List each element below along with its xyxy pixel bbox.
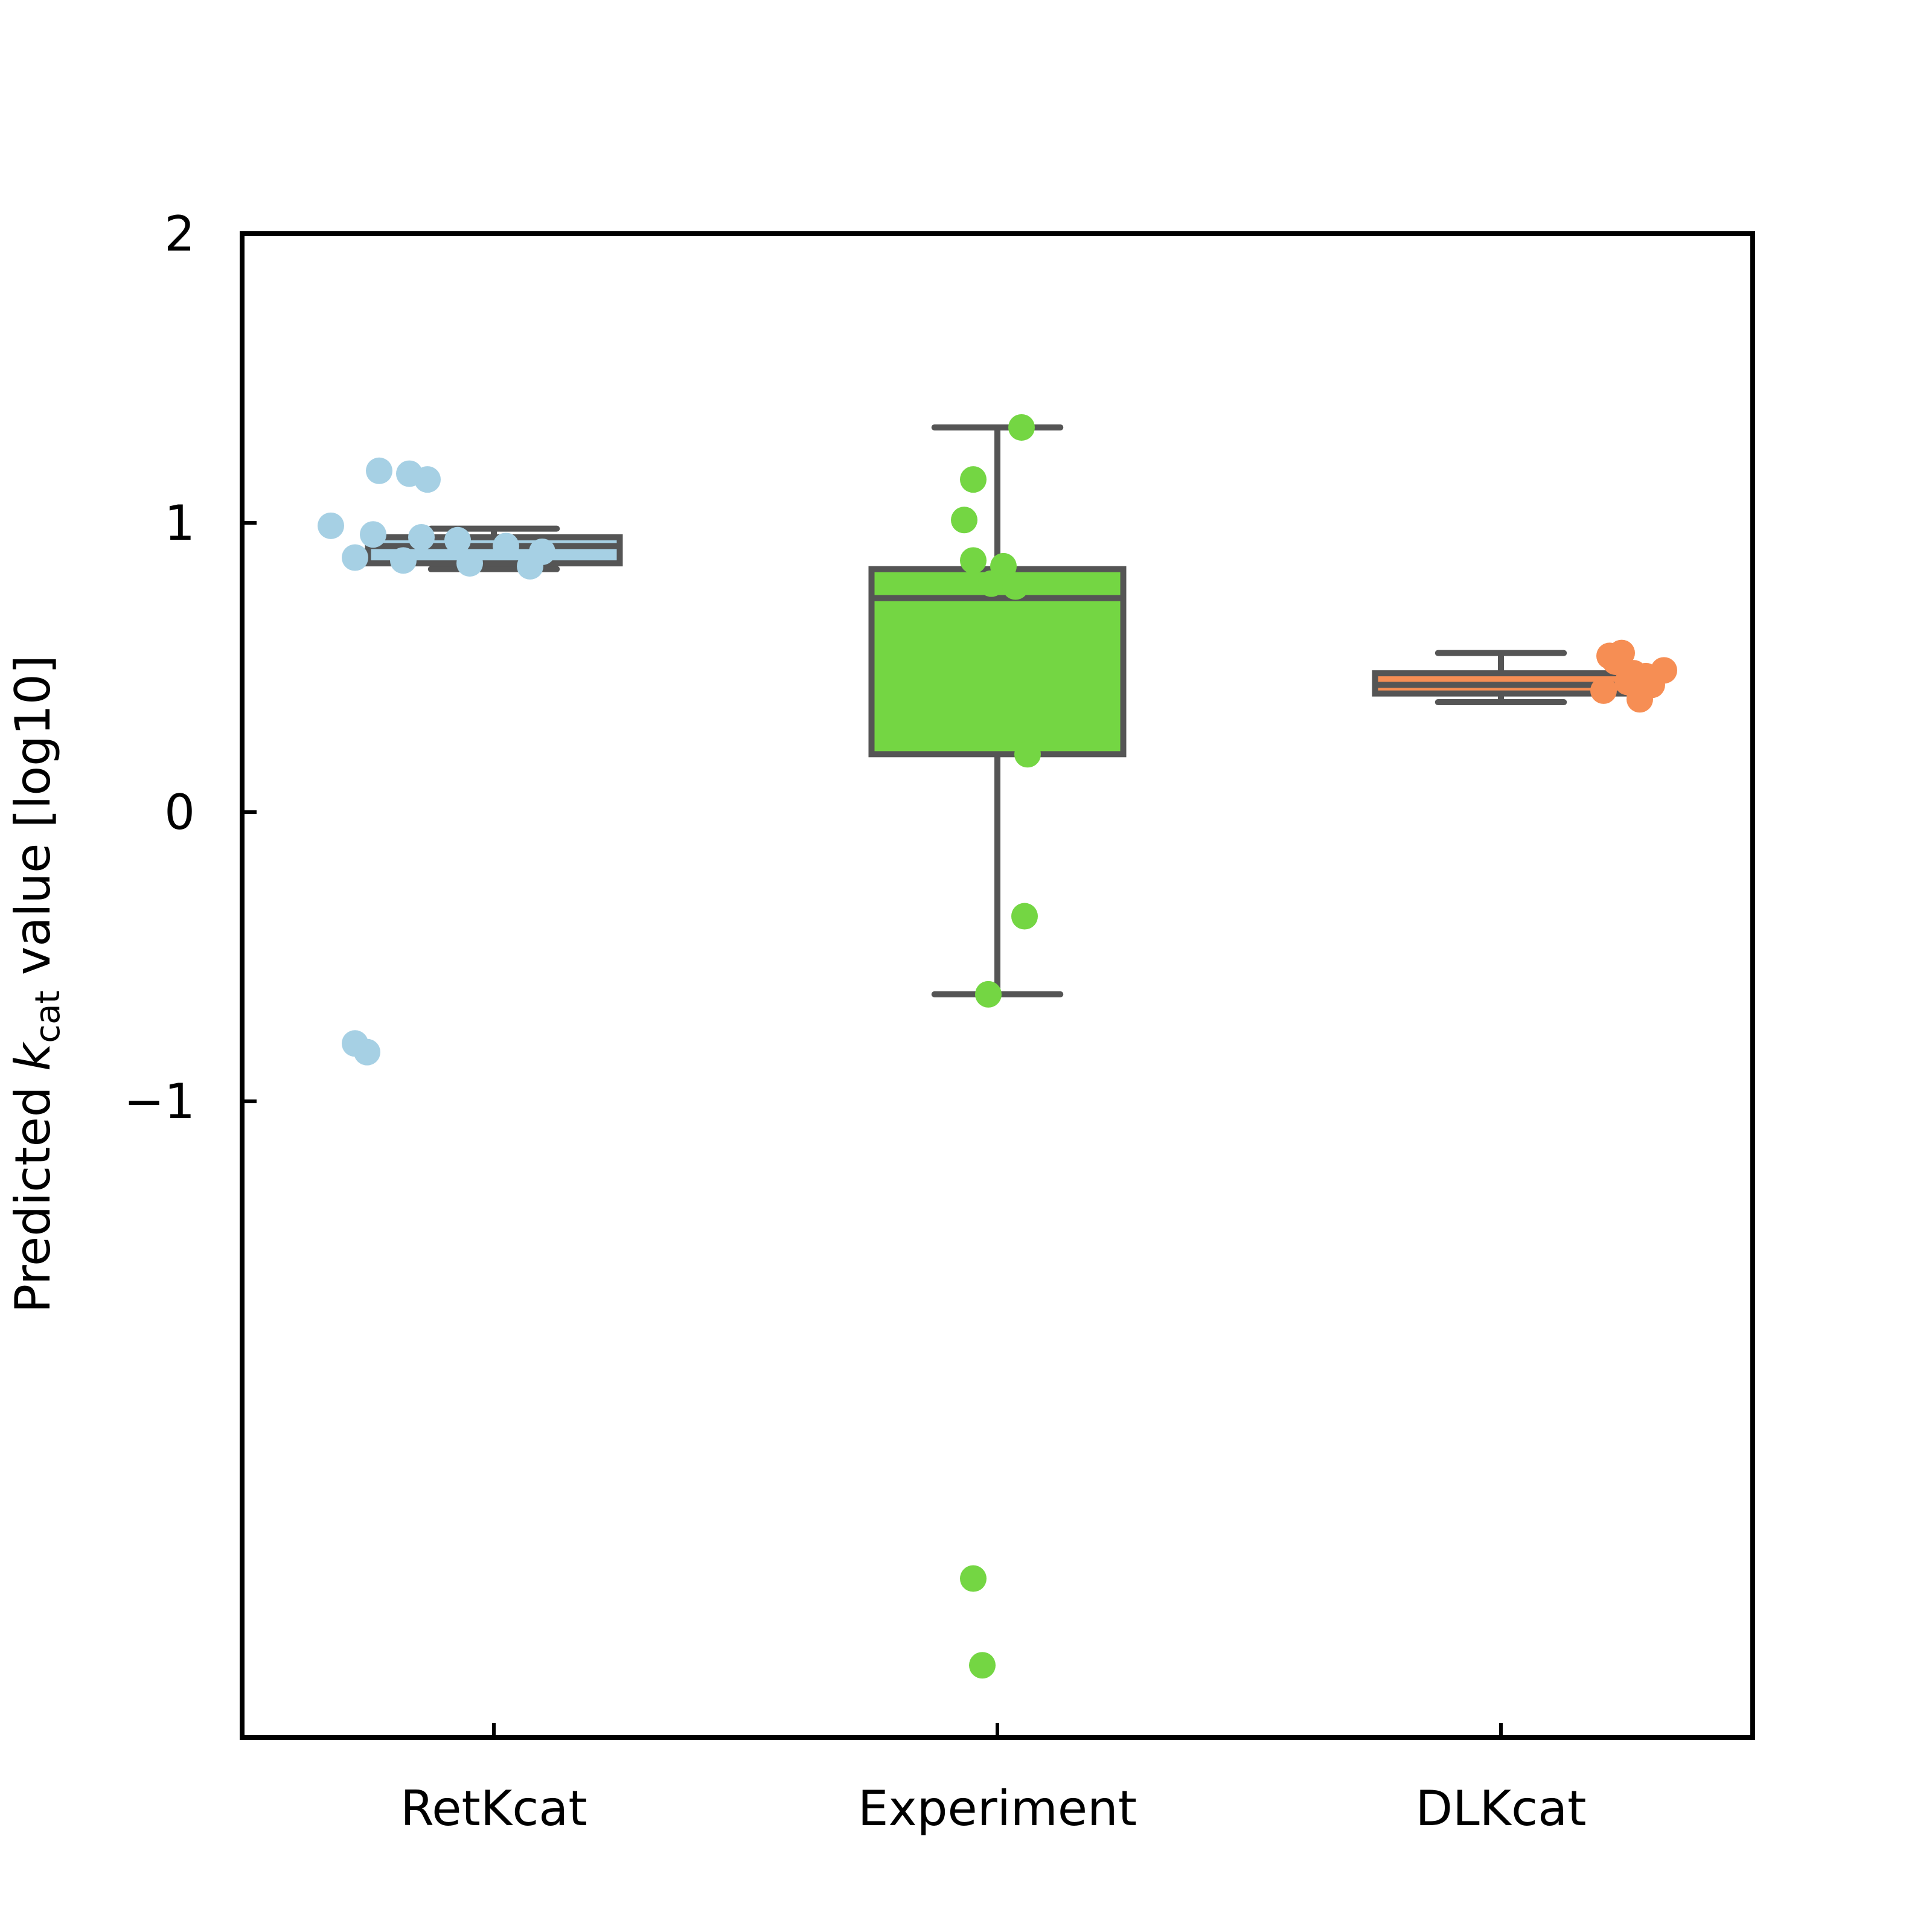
box-group <box>868 414 1127 1679</box>
box-group <box>318 457 623 1066</box>
data-point <box>951 507 977 534</box>
data-point <box>1011 903 1038 930</box>
y-axis-label-symbol: k <box>5 1041 61 1071</box>
y-axis-label: Predicted kcat value [log10] <box>5 655 68 1313</box>
data-point <box>975 980 1002 1008</box>
data-point <box>517 552 543 580</box>
plot-area <box>318 414 1677 1679</box>
data-point <box>969 1652 996 1679</box>
data-point <box>978 570 1005 597</box>
data-point <box>1008 414 1035 441</box>
x-tick-label: RetKcat <box>400 1780 587 1837</box>
y-axis-label-prefix: Predicted <box>5 1071 61 1313</box>
x-axis: RetKcat Experiment DLKcat <box>400 1723 1587 1837</box>
data-point <box>354 1038 380 1066</box>
data-point <box>318 512 344 539</box>
data-point <box>1590 677 1617 704</box>
y-tick-label: 1 <box>164 495 195 551</box>
data-point <box>444 526 471 554</box>
y-tick-label: −1 <box>124 1073 195 1130</box>
data-point <box>366 457 392 484</box>
data-point <box>960 547 987 574</box>
data-point <box>960 466 987 493</box>
y-axis-label-suffix: value [log10] <box>5 655 61 991</box>
data-point <box>414 466 441 493</box>
data-point <box>390 547 417 574</box>
box-group <box>1372 639 1677 713</box>
data-point <box>408 523 435 551</box>
y-tick-label: 2 <box>164 206 195 262</box>
data-point <box>960 1565 987 1592</box>
data-point <box>1014 741 1041 768</box>
y-axis-label-subscript: cat <box>28 991 68 1043</box>
data-point <box>1002 573 1029 600</box>
x-tick-label: Experiment <box>858 1780 1137 1837</box>
data-point <box>1627 686 1653 713</box>
y-axis: 2 1 0 −1 <box>124 206 257 1130</box>
data-point <box>493 533 519 560</box>
x-tick-label: DLKcat <box>1415 1780 1586 1837</box>
y-tick-label: 0 <box>164 784 195 840</box>
data-point <box>360 521 386 548</box>
data-point <box>456 550 483 577</box>
data-point <box>342 544 368 571</box>
